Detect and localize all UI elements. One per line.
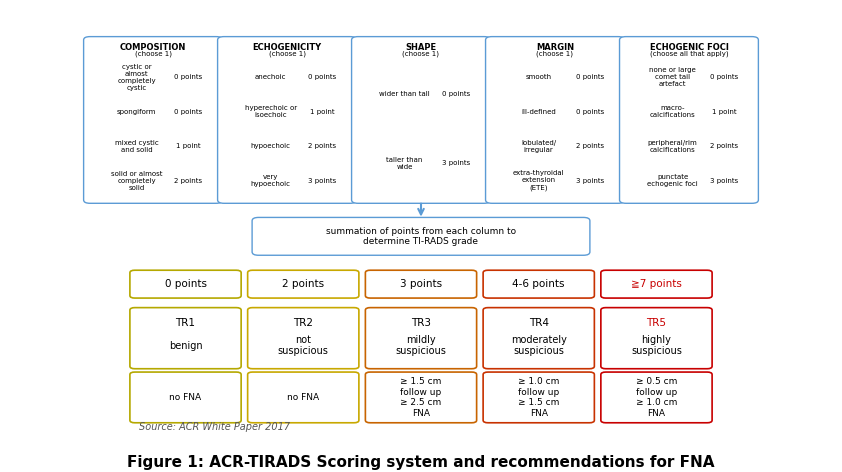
Text: wider than tall: wider than tall xyxy=(379,92,430,97)
Text: cystic or
almost
completely
cystic: cystic or almost completely cystic xyxy=(117,64,156,91)
Text: 2 points: 2 points xyxy=(282,279,324,289)
FancyBboxPatch shape xyxy=(601,372,712,423)
Text: 0 points: 0 points xyxy=(174,109,202,115)
Text: mildly
suspicious: mildly suspicious xyxy=(396,335,446,356)
FancyBboxPatch shape xyxy=(83,37,222,203)
Text: benign: benign xyxy=(168,341,202,351)
Text: SHAPE: SHAPE xyxy=(406,43,436,52)
Text: 2 points: 2 points xyxy=(576,143,605,149)
Text: ≧7 points: ≧7 points xyxy=(631,279,682,289)
Text: 4-6 points: 4-6 points xyxy=(513,279,565,289)
Text: 3 points: 3 points xyxy=(308,177,337,184)
Text: (choose 1): (choose 1) xyxy=(135,51,172,57)
Text: 1 point: 1 point xyxy=(711,109,737,115)
Text: 0 points: 0 points xyxy=(576,74,605,80)
Text: ECHOGENIC FOCI: ECHOGENIC FOCI xyxy=(649,43,728,52)
Text: MARGIN: MARGIN xyxy=(536,43,574,52)
Text: ECHOGENICITY: ECHOGENICITY xyxy=(253,43,322,52)
FancyBboxPatch shape xyxy=(620,37,759,203)
Text: 0 points: 0 points xyxy=(164,279,206,289)
FancyBboxPatch shape xyxy=(130,308,241,369)
Text: ≥ 0.5 cm
follow up
≥ 1.0 cm
FNA: ≥ 0.5 cm follow up ≥ 1.0 cm FNA xyxy=(636,377,677,418)
Text: punctate
echogenic foci: punctate echogenic foci xyxy=(647,174,698,187)
FancyBboxPatch shape xyxy=(130,270,241,298)
FancyBboxPatch shape xyxy=(365,372,477,423)
FancyBboxPatch shape xyxy=(130,372,241,423)
Text: Figure 1: ACR-TIRADS Scoring system and recommendations for FNA: Figure 1: ACR-TIRADS Scoring system and … xyxy=(127,455,715,470)
FancyBboxPatch shape xyxy=(352,37,490,203)
FancyBboxPatch shape xyxy=(365,270,477,298)
Text: very
hypoechoic: very hypoechoic xyxy=(251,174,290,187)
Text: not
suspicious: not suspicious xyxy=(278,335,328,356)
Text: 2 points: 2 points xyxy=(174,177,202,184)
Text: 3 points: 3 points xyxy=(710,177,738,184)
Text: 3 points: 3 points xyxy=(400,279,442,289)
Text: 0 points: 0 points xyxy=(174,74,202,80)
Text: anechoic: anechoic xyxy=(255,74,286,80)
Text: highly
suspicious: highly suspicious xyxy=(631,335,682,356)
Text: no FNA: no FNA xyxy=(169,393,201,402)
Text: TR2: TR2 xyxy=(293,319,313,329)
Text: hyperechoic or
isoechoic: hyperechoic or isoechoic xyxy=(244,105,296,118)
FancyBboxPatch shape xyxy=(248,270,359,298)
Text: taller than
wide: taller than wide xyxy=(386,157,423,170)
Text: hypoechoic: hypoechoic xyxy=(251,143,290,149)
Text: peripheral/rim
calcifications: peripheral/rim calcifications xyxy=(647,140,697,152)
FancyBboxPatch shape xyxy=(248,308,359,369)
Text: lobulated/
irregular: lobulated/ irregular xyxy=(521,140,557,152)
Text: TR3: TR3 xyxy=(411,319,431,329)
Text: Source: ACR White Paper 2017: Source: ACR White Paper 2017 xyxy=(139,422,290,432)
Text: ≥ 1.5 cm
follow up
≥ 2.5 cm
FNA: ≥ 1.5 cm follow up ≥ 2.5 cm FNA xyxy=(400,377,442,418)
Text: (choose 1): (choose 1) xyxy=(269,51,306,57)
FancyBboxPatch shape xyxy=(248,372,359,423)
Text: smooth: smooth xyxy=(525,74,552,80)
FancyBboxPatch shape xyxy=(486,37,625,203)
Text: spongiform: spongiform xyxy=(117,109,157,115)
FancyBboxPatch shape xyxy=(217,37,356,203)
Text: TR5: TR5 xyxy=(647,319,667,329)
Text: TR4: TR4 xyxy=(529,319,549,329)
Text: 2 points: 2 points xyxy=(308,143,336,149)
Text: none or large
comet tail
artefact: none or large comet tail artefact xyxy=(649,67,696,87)
FancyBboxPatch shape xyxy=(252,218,590,255)
FancyBboxPatch shape xyxy=(601,308,712,369)
Text: 1 point: 1 point xyxy=(310,109,334,115)
Text: 3 points: 3 points xyxy=(576,177,605,184)
Text: 3 points: 3 points xyxy=(442,160,471,167)
Text: (choose all that apply): (choose all that apply) xyxy=(650,51,728,57)
Text: macro-
calcifications: macro- calcifications xyxy=(650,105,695,118)
Text: COMPOSITION: COMPOSITION xyxy=(120,43,186,52)
Text: solid or almost
completely
solid: solid or almost completely solid xyxy=(111,171,163,191)
Text: (choose 1): (choose 1) xyxy=(402,51,440,57)
Text: summation of points from each column to
determine TI-RADS grade: summation of points from each column to … xyxy=(326,227,516,246)
Text: extra-thyroidal
extension
(ETE): extra-thyroidal extension (ETE) xyxy=(513,170,564,191)
Text: ≥ 1.0 cm
follow up
≥ 1.5 cm
FNA: ≥ 1.0 cm follow up ≥ 1.5 cm FNA xyxy=(518,377,559,418)
Text: 2 points: 2 points xyxy=(710,143,738,149)
FancyBboxPatch shape xyxy=(483,270,594,298)
Text: 0 points: 0 points xyxy=(710,74,738,80)
Text: mixed cystic
and solid: mixed cystic and solid xyxy=(115,140,158,152)
Text: 0 points: 0 points xyxy=(576,109,605,115)
Text: 0 points: 0 points xyxy=(308,74,337,80)
FancyBboxPatch shape xyxy=(365,308,477,369)
Text: 0 points: 0 points xyxy=(442,92,471,97)
Text: moderately
suspicious: moderately suspicious xyxy=(511,335,567,356)
Text: 1 point: 1 point xyxy=(176,143,200,149)
Text: ill-defined: ill-defined xyxy=(521,109,556,115)
FancyBboxPatch shape xyxy=(483,308,594,369)
Text: TR1: TR1 xyxy=(175,319,195,329)
Text: no FNA: no FNA xyxy=(287,393,319,402)
FancyBboxPatch shape xyxy=(483,372,594,423)
Text: (choose 1): (choose 1) xyxy=(536,51,573,57)
FancyBboxPatch shape xyxy=(601,270,712,298)
